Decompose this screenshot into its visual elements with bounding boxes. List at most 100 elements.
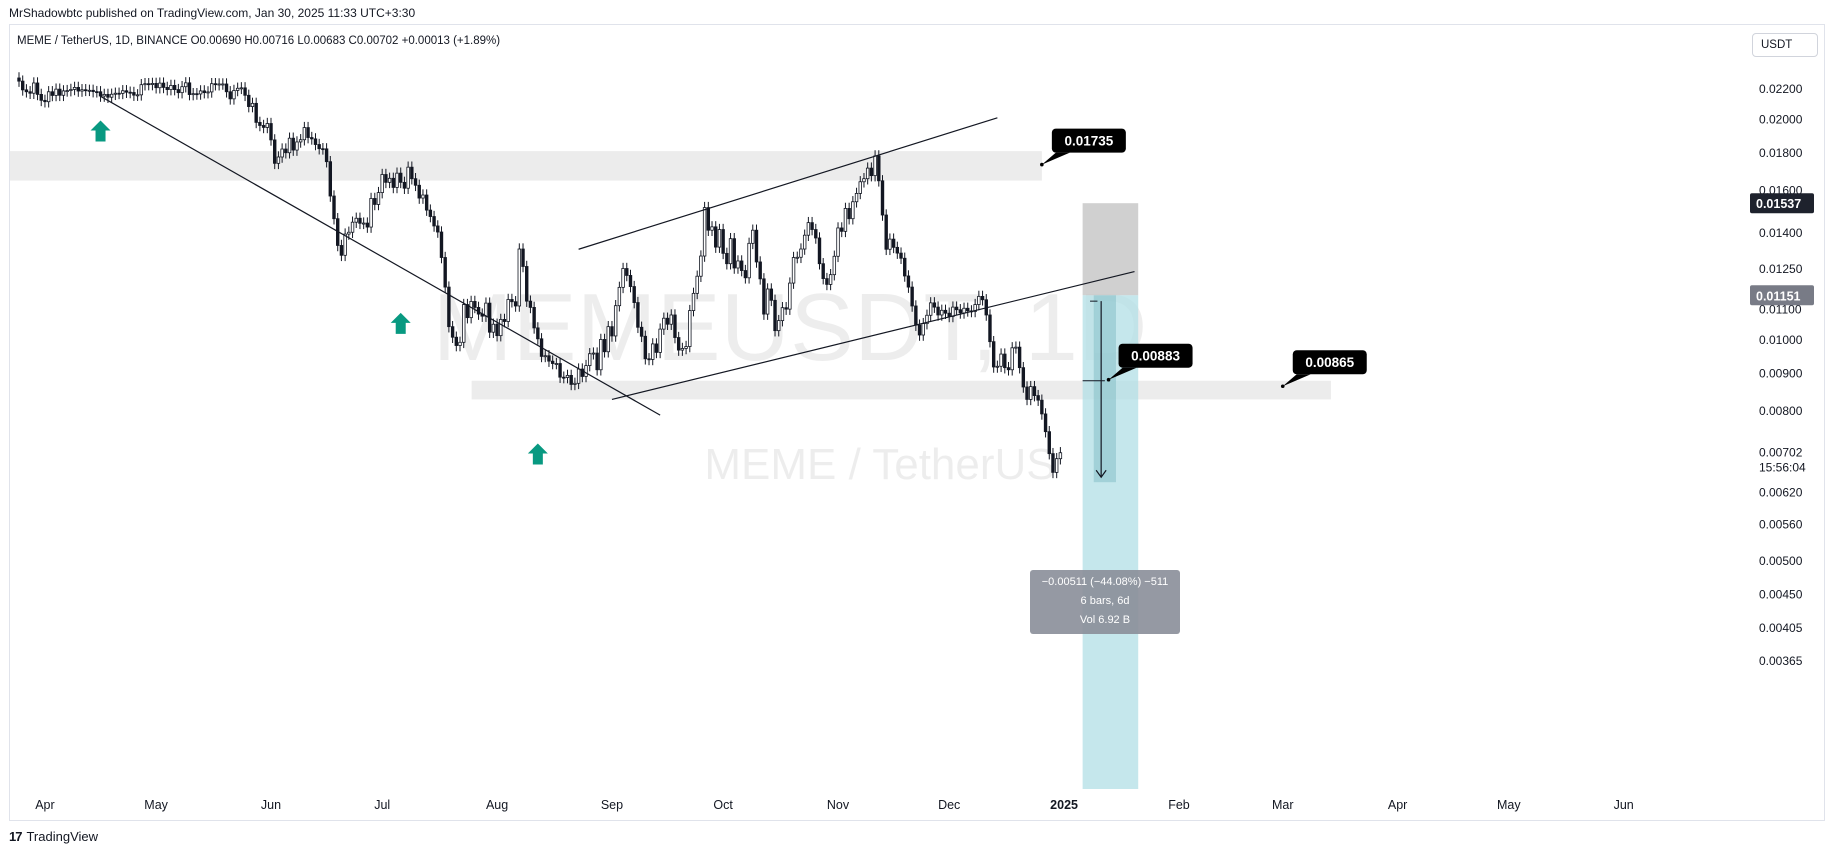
candle [602,333,607,358]
candle [443,251,447,293]
candle [399,167,403,189]
candle [1036,389,1040,406]
tradingview-footer[interactable]: 17 TradingView [9,829,98,844]
candle [995,360,1000,373]
candle [647,353,651,366]
candle [828,268,833,291]
candle [880,175,885,221]
candle [361,217,366,230]
candle [21,75,25,96]
candle [376,186,381,211]
y-tick-label: 0.01800 [1759,146,1803,160]
y-tick-label: 0.01100 [1759,303,1802,317]
measure-stat-line: Vol 6.92 B [1080,614,1130,626]
candle [202,85,206,99]
candle [654,338,659,359]
candle [343,228,347,262]
candle [58,83,62,102]
candle [836,222,840,263]
candle [324,143,329,168]
candle [562,371,566,384]
candle [1025,381,1029,406]
candle [851,196,855,225]
candle [840,222,844,238]
candle [817,232,822,270]
candle [187,77,192,101]
candle [980,290,985,306]
y-tick-label: 0.00405 [1759,621,1803,635]
candle [436,220,440,238]
x-tick-label: Apr [35,798,54,812]
candle [1043,408,1048,438]
candle [521,243,525,273]
currency-button[interactable]: USDT [1752,33,1818,57]
candle [339,239,344,262]
candle [658,323,662,359]
candle [958,304,963,319]
candle [940,304,944,321]
candle [910,281,914,312]
candle [213,78,218,91]
candle [43,94,47,108]
candle [899,247,903,265]
x-tick-label: Jul [374,798,390,812]
candle [721,223,725,260]
candle [276,151,281,170]
x-tick-label: Oct [713,798,733,812]
candle [121,85,125,100]
candle [332,190,336,225]
candle [584,359,588,383]
candle [676,331,681,356]
candle [191,87,195,101]
y-tick-label: 0.01400 [1759,226,1803,240]
candle [261,119,266,134]
candle [1017,341,1022,374]
candle [550,355,555,370]
candle [806,216,811,241]
x-tick-label: Apr [1388,798,1407,812]
x-tick-label: 2025 [1050,798,1078,812]
y-tick-label: 0.00900 [1759,367,1803,381]
candle [513,296,518,312]
candle [651,338,655,366]
candle [784,302,788,315]
candle [413,173,418,192]
candle [298,134,303,148]
candle [769,283,774,307]
candle [469,295,473,324]
candle [228,86,232,105]
candle [139,79,143,101]
candle [421,189,425,204]
measure-stats-box: −0.00511 (−44.08%) −511 6 bars, 6d Vol 6.9… [1030,570,1180,634]
candle [387,172,392,189]
candle [843,202,848,238]
candle [554,357,559,370]
candle [506,293,510,328]
candle [80,84,84,97]
candle [406,161,410,195]
candle [1051,447,1055,479]
candle [865,162,870,185]
price-tag-0.01151: 0.01151 [1750,285,1814,306]
measure-gray-area [1082,203,1139,296]
candle [906,270,911,293]
candle [714,221,718,253]
candle [24,84,29,98]
y-tick-label: 0.00365 [1759,654,1803,668]
candle [536,322,540,345]
candle [128,86,132,99]
candle [91,84,95,98]
candle [743,264,748,284]
candle [773,294,777,337]
x-tick-label: Aug [486,798,508,812]
candle [180,81,184,99]
candle [669,309,673,331]
candle [884,209,888,256]
candle [517,243,522,312]
candle [747,237,751,284]
candle [932,297,937,313]
candle [610,320,614,342]
candle [821,258,825,285]
